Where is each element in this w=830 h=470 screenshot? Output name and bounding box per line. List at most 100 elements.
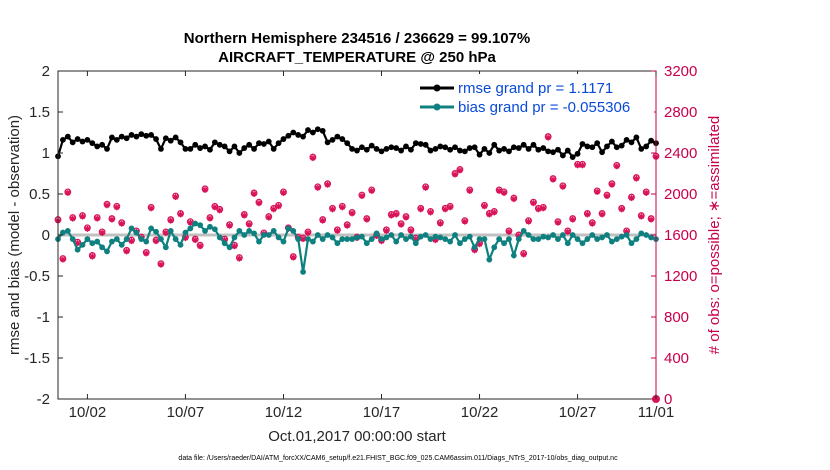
bias-point bbox=[506, 236, 512, 243]
bias-point bbox=[398, 232, 405, 238]
bias-point bbox=[192, 220, 199, 227]
rmse-point bbox=[442, 144, 449, 151]
x-tick-label: 10/07 bbox=[167, 404, 205, 421]
rmse-point bbox=[133, 133, 140, 140]
asterisk-stroke bbox=[638, 213, 644, 220]
asterisk-stroke bbox=[251, 191, 257, 197]
asterisk-stroke bbox=[226, 223, 233, 229]
obs-assimilated-point bbox=[300, 236, 307, 243]
bias-point bbox=[579, 240, 586, 247]
bias-point bbox=[74, 246, 81, 253]
bias-point bbox=[177, 241, 184, 248]
obs-assimilated-point bbox=[99, 229, 106, 236]
obs-assimilated-point bbox=[589, 220, 596, 227]
rmse-point bbox=[618, 142, 625, 149]
bias-point bbox=[94, 238, 101, 245]
obs-assimilated-point bbox=[314, 184, 321, 191]
rmse-point bbox=[256, 140, 262, 147]
data-file-footnote: data file: /Users/raeder/DAI/ATM_forcXX/… bbox=[178, 455, 618, 462]
bias-point bbox=[216, 234, 223, 241]
bias-point bbox=[162, 244, 169, 251]
obs-assimilated-point bbox=[69, 215, 76, 222]
left-y-axis: -2 -1.5 -1 -0.5 0 0.5 1 1.5 2 bbox=[24, 63, 63, 408]
asterisk-stroke bbox=[94, 216, 100, 222]
obs-assimilated-point bbox=[437, 220, 444, 227]
rmse-point bbox=[437, 143, 444, 150]
bias-point bbox=[442, 236, 449, 243]
obs-assimilated-point bbox=[246, 221, 253, 228]
obs-assimilated-point bbox=[520, 251, 527, 258]
asterisk-stroke bbox=[119, 221, 125, 227]
bias-point bbox=[251, 230, 257, 237]
bias-point bbox=[113, 236, 120, 243]
asterisk-stroke bbox=[369, 188, 375, 194]
asterisk-stroke bbox=[521, 251, 527, 258]
bias-point bbox=[329, 234, 336, 241]
obs-assimilated-point bbox=[59, 256, 66, 263]
rmse-point bbox=[123, 135, 130, 142]
bias-point bbox=[334, 240, 341, 247]
obs-assimilated-point bbox=[501, 189, 508, 196]
y-tick-label: 2 bbox=[42, 63, 50, 80]
rmse-point bbox=[447, 146, 454, 153]
asterisk-stroke bbox=[310, 155, 316, 161]
bias-point bbox=[319, 236, 326, 243]
rmse-point bbox=[241, 145, 248, 151]
rmse-point bbox=[491, 141, 498, 148]
rmse-point bbox=[89, 140, 96, 147]
asterisk-stroke bbox=[168, 218, 174, 224]
asterisk-stroke bbox=[628, 195, 635, 201]
obs-assimilated-point bbox=[157, 261, 164, 268]
bias-point bbox=[604, 232, 610, 238]
rmse-point bbox=[69, 139, 76, 146]
asterisk-stroke bbox=[158, 262, 164, 268]
rmse-point bbox=[265, 138, 272, 145]
obs-assimilated-point bbox=[349, 210, 356, 217]
asterisk-stroke bbox=[486, 211, 492, 218]
rmse-point bbox=[349, 146, 355, 152]
right-y-axis: 0 400 800 1200 1600 2000 2400 2800 3200 bbox=[651, 63, 697, 408]
rmse-point bbox=[535, 146, 542, 153]
chart-title-line1: Northern Hemisphere 234516 / 236629 = 99… bbox=[184, 30, 530, 47]
asterisk-stroke bbox=[315, 185, 321, 191]
rmse-point bbox=[388, 144, 395, 151]
asterisk-stroke bbox=[545, 135, 551, 141]
bias-point bbox=[241, 232, 248, 238]
bias-point bbox=[530, 236, 537, 243]
y2-axis-label: # of obs: o=possible; ∗=assimilated bbox=[706, 116, 723, 355]
rmse-point bbox=[260, 141, 267, 147]
rmse-point bbox=[354, 147, 360, 154]
bias-point bbox=[638, 230, 645, 237]
asterisk-stroke bbox=[398, 222, 404, 228]
y-tick-label: -0.5 bbox=[24, 268, 50, 285]
obs-assimilated-point bbox=[422, 184, 429, 191]
bias-point bbox=[481, 236, 488, 243]
obs-assimilated-point bbox=[540, 205, 547, 212]
bias-point bbox=[280, 238, 287, 245]
rmse-point bbox=[162, 135, 169, 142]
obs-assimilated-point bbox=[535, 206, 542, 213]
bias-point bbox=[643, 232, 650, 238]
rmse-point bbox=[84, 136, 91, 143]
rmse-point bbox=[280, 136, 287, 142]
rmse-point bbox=[251, 146, 257, 152]
bias-point bbox=[452, 232, 458, 238]
obs-assimilated-point bbox=[309, 155, 316, 162]
obs-assimilated-point bbox=[187, 219, 194, 226]
obs-assimilated-point bbox=[344, 222, 351, 229]
bias-point bbox=[412, 240, 419, 247]
y2-tick-label: 2800 bbox=[664, 104, 697, 121]
asterisk-stroke bbox=[84, 226, 90, 232]
asterisk-stroke bbox=[462, 219, 468, 225]
rmse-point bbox=[476, 151, 483, 158]
asterisk-stroke bbox=[476, 241, 483, 247]
bias-point bbox=[555, 236, 561, 243]
bias-point bbox=[594, 236, 601, 243]
rmse-point bbox=[555, 146, 561, 153]
asterisk-stroke bbox=[65, 190, 71, 196]
rmse-point bbox=[412, 140, 419, 147]
asterisk-stroke bbox=[114, 204, 120, 210]
obs-assimilated-point bbox=[339, 204, 346, 211]
legend-rmse-label: rmse grand pr = 1.1171 bbox=[458, 80, 613, 97]
asterisk-stroke bbox=[643, 190, 649, 196]
